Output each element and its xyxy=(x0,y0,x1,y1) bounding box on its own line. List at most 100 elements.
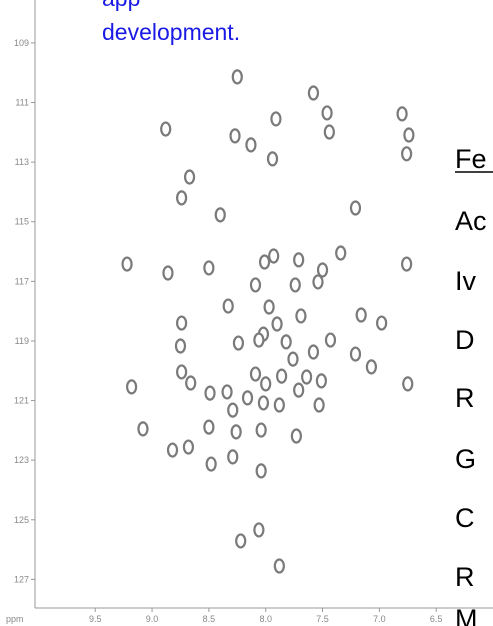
peak xyxy=(307,344,320,360)
peak xyxy=(214,207,226,223)
peak xyxy=(174,338,187,354)
peak xyxy=(222,298,234,314)
peak xyxy=(273,558,285,574)
peak xyxy=(203,419,215,435)
peak xyxy=(137,421,149,437)
peak xyxy=(253,522,265,538)
peak xyxy=(266,151,279,167)
x-tick-label: 8.5 xyxy=(203,614,216,624)
x-tick-label: 7.0 xyxy=(373,614,386,624)
peak xyxy=(335,245,347,261)
peak xyxy=(287,351,299,367)
peak xyxy=(312,274,324,290)
peak xyxy=(249,277,262,293)
peak xyxy=(365,359,377,375)
peak xyxy=(301,369,313,385)
peak xyxy=(257,395,270,411)
side-text: R xyxy=(455,383,475,413)
peak xyxy=(271,316,283,332)
overlay-text: app xyxy=(102,0,140,11)
peak xyxy=(293,252,305,268)
side-text: Iv xyxy=(455,266,477,296)
peak xyxy=(401,256,413,272)
peak xyxy=(204,385,216,401)
peak xyxy=(355,307,367,323)
peak xyxy=(232,335,245,351)
peak xyxy=(176,315,188,331)
peak xyxy=(276,368,288,384)
peak xyxy=(230,424,242,440)
peak xyxy=(263,299,275,315)
peak xyxy=(126,379,138,395)
peak xyxy=(402,376,414,392)
peak xyxy=(227,449,239,465)
peak xyxy=(280,334,292,350)
peak xyxy=(349,200,362,216)
y-tick-label: 123 xyxy=(14,455,29,465)
peak xyxy=(231,69,243,85)
peak xyxy=(349,346,362,362)
x-tick-label: 7.5 xyxy=(316,614,329,624)
peak xyxy=(324,332,337,348)
side-text: Ac xyxy=(455,206,487,236)
peak xyxy=(227,402,239,418)
y-tick-label: 113 xyxy=(15,157,29,167)
y-tick-label: 111 xyxy=(15,98,29,108)
peak xyxy=(270,111,282,127)
peak xyxy=(255,463,267,479)
peak xyxy=(315,373,327,389)
peak xyxy=(289,277,301,293)
peak xyxy=(205,456,217,472)
side-text: D xyxy=(455,325,475,355)
side-text: G xyxy=(455,444,476,474)
y-tick-label: 115 xyxy=(15,217,29,227)
peak xyxy=(258,254,271,270)
peak xyxy=(183,169,196,185)
peak xyxy=(401,146,413,162)
peak xyxy=(185,375,197,391)
peak xyxy=(255,422,267,438)
y-tick-label: 119 xyxy=(15,336,29,346)
y-tick-label: 109 xyxy=(14,38,29,48)
peak xyxy=(162,265,174,281)
peak xyxy=(221,384,233,400)
overlay-text: development. xyxy=(102,19,240,45)
peak xyxy=(260,376,272,392)
peak xyxy=(295,308,307,324)
peak xyxy=(176,364,188,380)
peak xyxy=(203,260,215,276)
peak xyxy=(235,533,247,549)
y-tick-label: 127 xyxy=(14,574,29,584)
peak xyxy=(249,366,262,382)
peak xyxy=(176,190,188,206)
peak xyxy=(396,106,408,122)
x-tick-label: 6.5 xyxy=(430,614,443,624)
side-text: R xyxy=(455,562,475,592)
peak xyxy=(160,121,172,137)
peak xyxy=(121,256,133,272)
x-tick-label: 8.0 xyxy=(259,614,272,624)
side-text: Fe xyxy=(455,144,487,174)
y-tick-label: 117 xyxy=(15,276,29,286)
peak xyxy=(229,128,241,144)
y-tick-label: 125 xyxy=(14,515,29,525)
peak xyxy=(241,390,254,406)
x-tick-label: 9.5 xyxy=(89,614,102,624)
peak xyxy=(376,315,388,331)
peak xyxy=(313,397,325,413)
peak xyxy=(245,137,257,153)
peak xyxy=(307,85,320,101)
peak xyxy=(273,397,285,413)
peak xyxy=(166,442,179,458)
peak xyxy=(316,262,329,278)
side-text: C xyxy=(455,503,475,533)
peak xyxy=(253,332,265,348)
y-tick-label: 121 xyxy=(14,396,29,406)
peak xyxy=(403,127,415,143)
x-axis-label: ppm xyxy=(6,614,24,624)
x-tick-label: 9.0 xyxy=(146,614,159,624)
peak xyxy=(268,248,280,264)
side-text: M xyxy=(455,604,478,626)
